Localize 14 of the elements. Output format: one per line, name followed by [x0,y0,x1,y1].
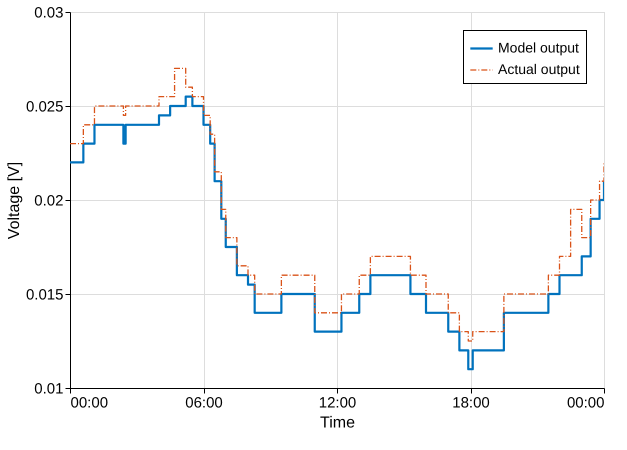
y-tick-label: 0.025 [26,98,64,116]
x-axis-title: Time [320,414,356,432]
legend-label: Model output [498,40,580,56]
x-tick-label: 00:00 [70,394,108,412]
y-tick-label: 0.02 [34,192,64,210]
x-tick-label: 18:00 [452,394,490,412]
legend-label: Actual output [498,61,580,77]
y-tick-label: 0.03 [34,4,64,22]
x-tick-label: 12:00 [318,394,356,412]
y-tick-label: 0.01 [34,380,64,398]
x-tick-label: 06:00 [185,394,223,412]
y-axis-title: Voltage [V] [6,162,23,240]
x-tick-label: 00:00 [566,394,604,412]
y-tick-label: 0.015 [26,286,64,304]
